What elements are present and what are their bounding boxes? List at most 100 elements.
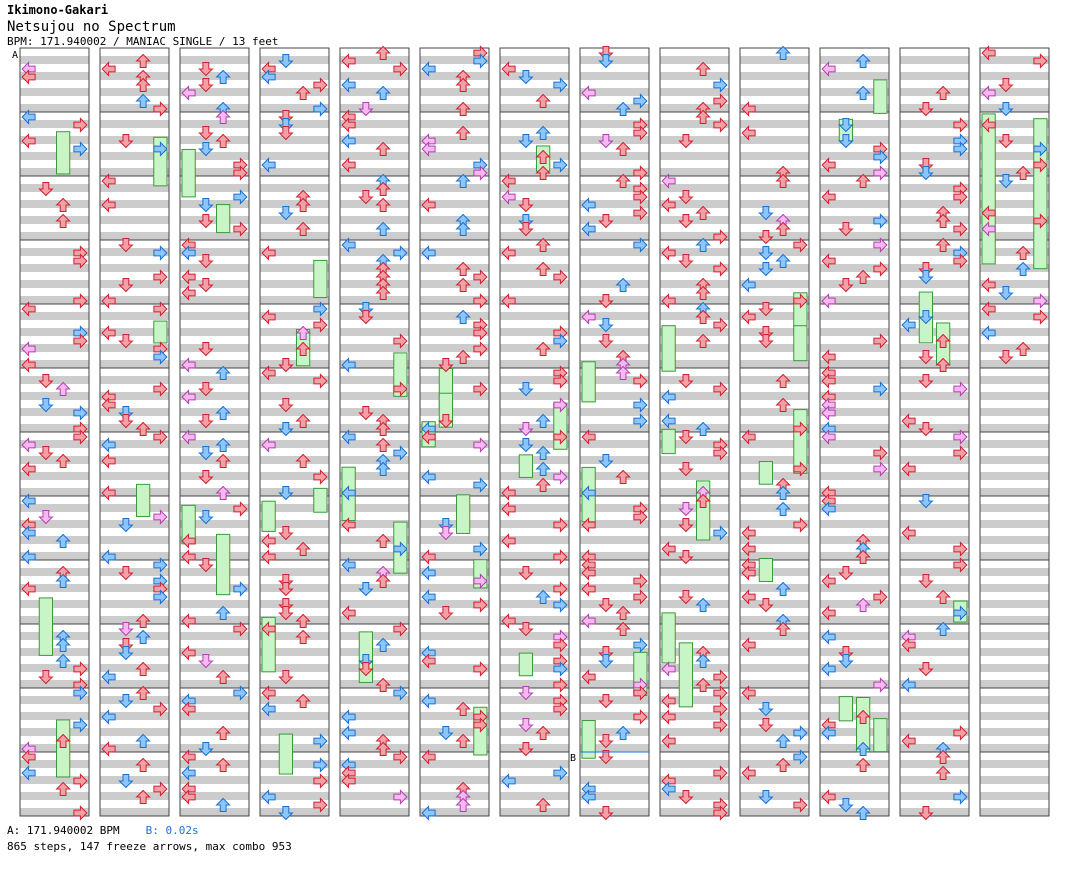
beat-stripe xyxy=(500,712,569,720)
beat-stripe xyxy=(260,88,329,96)
step-arrow xyxy=(135,685,151,700)
step-arrow xyxy=(278,606,294,621)
freeze-arrow xyxy=(661,428,676,455)
step-arrow xyxy=(341,485,356,501)
beat-stripe xyxy=(420,328,489,336)
beat-stripe xyxy=(980,104,1049,112)
beat-stripe xyxy=(740,376,809,384)
step-arrow xyxy=(758,790,774,805)
beat-stripe xyxy=(20,184,89,192)
step-arrow xyxy=(1033,157,1048,173)
beat-stripe xyxy=(740,56,809,64)
step-arrow xyxy=(135,77,151,92)
freeze-arrow xyxy=(793,325,808,362)
step-arrow xyxy=(501,501,516,517)
column-border xyxy=(499,47,570,817)
step-arrow xyxy=(215,669,231,684)
step-arrow xyxy=(855,85,871,100)
beat-stripe xyxy=(420,168,489,176)
beat-stripe xyxy=(740,632,809,640)
step-arrow xyxy=(233,189,248,205)
beat-stripe xyxy=(500,696,569,704)
step-arrow xyxy=(118,646,134,661)
beat-stripe xyxy=(740,584,809,592)
beat-stripe xyxy=(900,728,969,736)
step-arrow xyxy=(313,469,328,485)
beat-stripe xyxy=(100,56,169,64)
step-arrow xyxy=(341,357,356,373)
step-arrow xyxy=(55,733,71,748)
beat-stripe xyxy=(900,56,969,64)
beat-stripe xyxy=(820,648,889,656)
step-arrow xyxy=(553,469,568,485)
step-arrow xyxy=(633,397,648,413)
step-arrow xyxy=(713,317,728,333)
step-arrow xyxy=(821,157,836,173)
beat-stripe xyxy=(100,440,169,448)
step-arrow xyxy=(421,653,436,669)
beat-stripe xyxy=(100,456,169,464)
step-arrow xyxy=(953,445,968,461)
beat-stripe xyxy=(20,632,89,640)
beat-stripe xyxy=(980,472,1049,480)
step-arrow xyxy=(135,661,151,676)
beat-stripe xyxy=(820,584,889,592)
beat-stripe xyxy=(900,408,969,416)
beat-stripe xyxy=(180,152,249,160)
beat-stripe xyxy=(340,296,409,304)
step-arrow xyxy=(1015,245,1031,260)
step-arrow xyxy=(838,278,854,293)
step-arrow xyxy=(198,198,214,213)
step-arrow xyxy=(295,197,311,212)
freeze-arrow xyxy=(38,597,53,656)
freeze-arrow xyxy=(216,533,231,596)
beat-stripe xyxy=(100,536,169,544)
beat-stripe xyxy=(660,696,729,704)
freeze-arrow xyxy=(313,259,328,299)
step-arrow xyxy=(118,774,134,789)
beat-stripe xyxy=(500,648,569,656)
step-arrow xyxy=(1033,53,1048,69)
step-arrow xyxy=(793,461,808,477)
beat-stripe xyxy=(340,504,409,512)
step-arrow xyxy=(873,149,888,165)
step-chart: AB xyxy=(12,45,1050,821)
beat-stripe xyxy=(180,776,249,784)
step-arrow xyxy=(998,102,1014,117)
step-arrow xyxy=(421,589,436,605)
step-arrow xyxy=(981,325,996,341)
beat-stripe xyxy=(20,328,89,336)
beat-stripe xyxy=(340,632,409,640)
step-arrow xyxy=(918,374,934,389)
step-arrow xyxy=(633,589,648,605)
beat-stripe xyxy=(740,600,809,608)
beat-stripe xyxy=(260,568,329,576)
beat-stripe xyxy=(100,232,169,240)
beat-stripe xyxy=(20,344,89,352)
step-arrow xyxy=(741,429,756,445)
step-arrow xyxy=(793,421,808,437)
beat-stripe xyxy=(260,792,329,800)
beat-stripe xyxy=(180,568,249,576)
beat-stripe xyxy=(500,152,569,160)
freeze-arrow xyxy=(518,652,533,677)
step-arrow xyxy=(775,373,791,388)
beat-stripe xyxy=(740,712,809,720)
beat-stripe xyxy=(580,712,649,720)
beat-stripe xyxy=(340,200,409,208)
step-arrow xyxy=(953,605,968,621)
beat-stripe xyxy=(900,104,969,112)
beat-stripe xyxy=(100,424,169,432)
step-arrow xyxy=(421,61,436,77)
step-arrow xyxy=(553,397,568,413)
step-arrow xyxy=(295,85,311,100)
step-arrow xyxy=(615,173,631,188)
beat-stripe xyxy=(820,808,889,816)
step-arrow xyxy=(198,510,214,525)
step-arrow xyxy=(678,430,694,445)
beat-stripe xyxy=(420,72,489,80)
step-arrow xyxy=(101,197,116,213)
step-arrow xyxy=(598,214,614,229)
step-arrow xyxy=(758,702,774,717)
step-arrow xyxy=(21,549,36,565)
